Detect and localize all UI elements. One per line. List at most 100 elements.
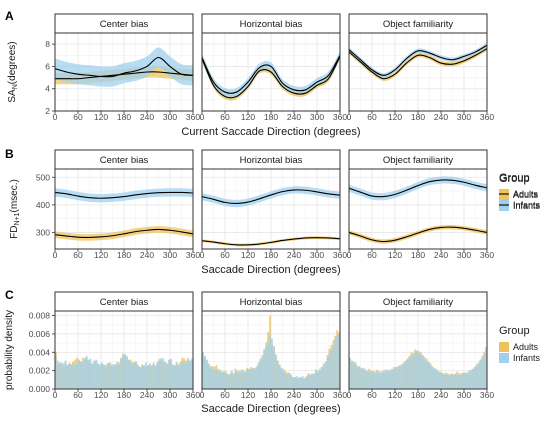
histogram-bar-infants xyxy=(410,355,413,389)
x-tick-label: 60 xyxy=(367,112,377,122)
y-axis-title-subscript: N xyxy=(12,84,19,89)
plot-layer xyxy=(55,352,193,389)
y-tick-label: 2 xyxy=(45,106,50,116)
x-tick-label: 360 xyxy=(333,112,347,122)
histogram-bar-infants xyxy=(439,372,441,389)
histogram-bar-infants xyxy=(225,371,227,389)
x-tick-label: 60 xyxy=(220,390,230,400)
x-tick-label: 240 xyxy=(140,112,154,122)
histogram-bar-infants xyxy=(414,352,417,389)
row-letter: A xyxy=(5,9,14,23)
plot-layer xyxy=(202,186,340,247)
x-tick-label: 120 xyxy=(241,390,255,400)
series-line-infants xyxy=(202,189,340,205)
histogram-bar-infants xyxy=(112,364,115,389)
legend-title: Group xyxy=(499,172,530,184)
histogram-bar-infants xyxy=(64,360,67,389)
histogram-bar-infants xyxy=(175,362,178,389)
legend-key-swatch xyxy=(499,353,509,363)
histogram-bar-infants xyxy=(145,362,147,389)
histogram-bar-infants xyxy=(127,359,130,389)
histogram-bar-infants xyxy=(129,362,132,389)
facet-panel: Center bias 0 60 120 180 240 300 360 300 400 500 xyxy=(36,149,200,260)
plot-layer xyxy=(55,188,193,241)
x-tick-label: 180 xyxy=(117,250,131,260)
histogram-bar-infants xyxy=(203,355,206,389)
histogram-bar-infants xyxy=(74,365,77,389)
histogram-bar-infants xyxy=(240,369,243,389)
histogram-bar-infants xyxy=(408,356,411,389)
legend-label: Infants xyxy=(513,353,541,363)
x-tick-label: 360 xyxy=(480,390,494,400)
facet-strip-label: Object familiarity xyxy=(383,155,453,166)
y-tick-label: 400 xyxy=(36,200,50,210)
histogram-bar-infants xyxy=(110,364,113,389)
facet-panel: Center bias 0 60 120 180 240 300 360 2 4 6 8 xyxy=(45,13,200,122)
histogram-bar-infants xyxy=(108,362,111,389)
x-tick-label: 60 xyxy=(367,250,377,260)
x-tick-label: 240 xyxy=(434,112,448,122)
x-tick-label: 180 xyxy=(411,250,425,260)
histogram-bar-infants xyxy=(356,366,359,389)
histogram-bar-infants xyxy=(313,373,316,389)
histogram-bar-infants xyxy=(307,374,310,389)
legend-label: Adults xyxy=(513,189,539,199)
y-tick-label: 0.008 xyxy=(29,311,51,321)
series-line-adults xyxy=(349,48,487,80)
y-tick-label: 300 xyxy=(36,227,50,237)
histogram-bar-infants xyxy=(147,366,149,389)
histogram-bar-infants xyxy=(366,370,369,389)
ci-band-infants xyxy=(55,188,193,203)
y-axis-title: SAN(degrees) xyxy=(7,41,19,102)
x-tick-label: 0 xyxy=(53,390,58,400)
histogram-bar-infants xyxy=(427,362,430,389)
series-line-adults xyxy=(202,237,340,246)
histogram-bar-infants xyxy=(202,352,204,389)
histogram-bar-infants xyxy=(251,368,254,389)
histogram-bar-infants xyxy=(469,369,472,389)
histogram-bar-infants xyxy=(133,362,136,389)
ci-band-infants xyxy=(349,43,487,78)
histogram-bar-infants xyxy=(332,344,335,389)
y-axis-title-unit: (degrees) xyxy=(7,41,18,84)
legend-title: Group xyxy=(499,325,530,337)
histogram-bar-infants xyxy=(431,366,434,389)
histogram-bar-infants xyxy=(473,367,476,389)
histogram-bar-infants xyxy=(467,371,470,389)
x-tick-label: 360 xyxy=(333,250,347,260)
x-tick-label: 0 xyxy=(347,250,352,260)
histogram-bar-infants xyxy=(236,370,239,389)
x-tick-label: 180 xyxy=(264,390,278,400)
x-tick-label: 60 xyxy=(73,112,83,122)
y-axis-title-main: probability density xyxy=(4,310,15,390)
histogram-bar-infants xyxy=(106,363,109,389)
ci-band-adults xyxy=(349,224,487,244)
histogram-bar-infants xyxy=(93,360,96,389)
histogram-bar-infants xyxy=(456,373,459,389)
histogram-bar-infants xyxy=(421,355,424,389)
x-tick-label: 360 xyxy=(480,112,494,122)
legend-key-infants xyxy=(499,200,509,210)
x-tick-label: 0 xyxy=(347,112,352,122)
histogram-bar-infants xyxy=(360,367,363,389)
histogram-bar-infants xyxy=(66,365,69,389)
histogram-bar-infants xyxy=(396,366,399,389)
histogram-bar-infants xyxy=(379,371,382,389)
histogram-bar-infants xyxy=(131,364,134,389)
histogram-bar-infants xyxy=(60,362,63,389)
x-axis-title: Current Saccade Direction (degrees) xyxy=(181,126,360,138)
histogram-bar-infants xyxy=(274,355,277,389)
y-axis-title: probability density xyxy=(4,310,15,390)
histogram-bar-infants xyxy=(185,363,188,389)
histogram-bar-infants xyxy=(215,370,218,389)
x-tick-label: 300 xyxy=(310,250,324,260)
histogram-bar-infants xyxy=(79,361,82,389)
histogram-bar-infants xyxy=(485,349,487,389)
x-tick-label: 300 xyxy=(163,390,177,400)
histogram-bar-infants xyxy=(76,363,78,389)
histogram-bar-infants xyxy=(393,369,395,389)
histogram-bar-infants xyxy=(481,357,484,389)
histogram-bar-infants xyxy=(124,354,126,389)
x-tick-label: 0 xyxy=(53,250,58,260)
facet-strip-label: Center bias xyxy=(100,155,149,166)
